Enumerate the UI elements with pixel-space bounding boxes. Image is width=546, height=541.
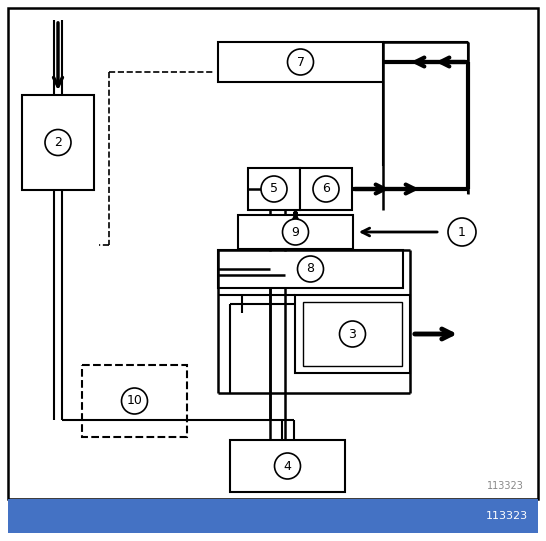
Text: 8: 8 <box>306 262 314 275</box>
Circle shape <box>282 219 308 245</box>
Text: 3: 3 <box>348 327 357 340</box>
Circle shape <box>313 176 339 202</box>
Text: 9: 9 <box>292 226 299 239</box>
Circle shape <box>275 453 300 479</box>
Circle shape <box>448 218 476 246</box>
Circle shape <box>45 129 71 155</box>
Text: 5: 5 <box>270 182 278 195</box>
Text: 4: 4 <box>283 459 292 472</box>
Bar <box>295 295 410 373</box>
Text: 6: 6 <box>322 182 330 195</box>
Bar <box>238 215 353 249</box>
Circle shape <box>298 256 323 282</box>
Circle shape <box>340 321 365 347</box>
Bar <box>300 168 352 210</box>
Bar <box>303 302 402 366</box>
Circle shape <box>122 388 147 414</box>
Bar <box>22 95 94 190</box>
Text: 7: 7 <box>296 56 305 69</box>
Text: 10: 10 <box>127 394 143 407</box>
Bar <box>218 250 403 288</box>
Text: 1: 1 <box>458 226 466 239</box>
Bar <box>82 365 187 437</box>
Bar <box>248 168 300 210</box>
Circle shape <box>261 176 287 202</box>
Circle shape <box>288 49 313 75</box>
Text: 2: 2 <box>54 136 62 149</box>
Text: 113323: 113323 <box>486 511 528 521</box>
Bar <box>218 42 383 82</box>
Bar <box>230 440 345 492</box>
Text: 113323: 113323 <box>487 481 524 491</box>
Bar <box>8 499 538 533</box>
